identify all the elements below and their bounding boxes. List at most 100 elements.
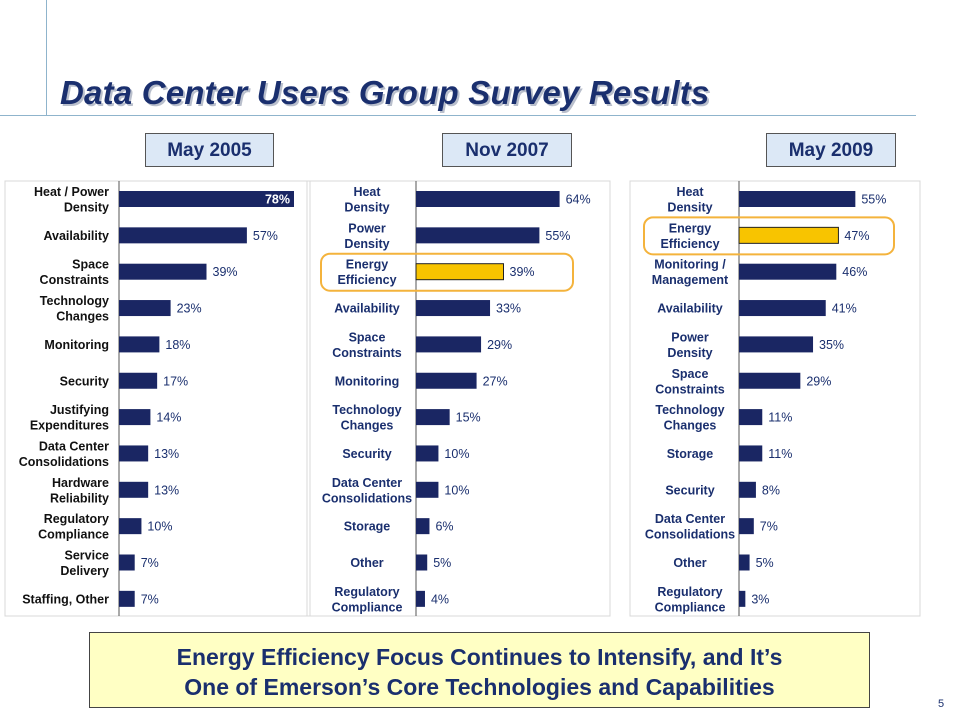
- bar: [739, 336, 814, 353]
- bar: [119, 518, 142, 535]
- value-label: 10%: [444, 483, 469, 497]
- category-label: Power Density: [667, 330, 712, 360]
- bar: [119, 263, 207, 280]
- bar: [416, 409, 450, 426]
- category-label: Regulatory Compliance: [332, 585, 403, 615]
- category-label: Technology Changes: [655, 403, 724, 433]
- value-label: 39%: [510, 265, 535, 279]
- value-label: 10%: [147, 520, 172, 534]
- value-label: 5%: [433, 556, 451, 570]
- category-label: Space Constraints: [40, 258, 110, 288]
- bar: [416, 227, 540, 244]
- category-label: Data Center Consolidations: [19, 439, 109, 469]
- bar: [739, 445, 763, 462]
- value-label: 10%: [444, 447, 469, 461]
- bar: [119, 336, 160, 353]
- value-label: 7%: [141, 556, 159, 570]
- category-label: Other: [673, 556, 706, 570]
- category-label: Security: [60, 374, 109, 388]
- value-label: 33%: [496, 302, 521, 316]
- value-label: 27%: [483, 374, 508, 388]
- bar: [119, 554, 135, 571]
- value-label: 18%: [165, 338, 190, 352]
- category-label: Justifying Expenditures: [30, 403, 109, 433]
- bar: [416, 590, 425, 607]
- highlight-outline: [643, 216, 895, 256]
- category-label: Monitoring: [335, 374, 400, 388]
- category-label: Hardware Reliability: [50, 476, 109, 506]
- period-label-may-2009: May 2009: [766, 133, 896, 167]
- value-label: 23%: [177, 302, 202, 316]
- category-label: Security: [342, 447, 391, 461]
- category-label: Storage: [667, 447, 714, 461]
- period-label-nov-2007: Nov 2007: [442, 133, 572, 167]
- value-label: 29%: [487, 338, 512, 352]
- category-label: Energy Efficiency: [337, 258, 396, 288]
- bar: [119, 372, 158, 389]
- category-label: Data Center Consolidations: [645, 512, 735, 542]
- category-label: Security: [665, 483, 714, 497]
- value-label: 55%: [861, 193, 886, 207]
- category-label: Data Center Consolidations: [322, 476, 412, 506]
- bar: [416, 191, 560, 207]
- bar: [416, 445, 439, 462]
- page-title: Data Center Users Group Survey Results: [60, 74, 710, 111]
- value-label: 7%: [760, 520, 778, 534]
- bar: [416, 518, 430, 535]
- value-label: 15%: [456, 411, 481, 425]
- bar: [119, 481, 149, 498]
- bar: [739, 518, 754, 535]
- bar: [416, 336, 482, 353]
- category-label: Power Density: [344, 221, 389, 251]
- chart-frame: [629, 180, 921, 617]
- category-label: Heat Density: [344, 185, 389, 215]
- bar: [119, 300, 171, 317]
- value-label: 13%: [154, 447, 179, 461]
- bar: [416, 300, 491, 317]
- bar: [415, 263, 504, 281]
- value-label: 5%: [756, 556, 774, 570]
- value-label: 39%: [213, 265, 238, 279]
- bar: [739, 263, 837, 280]
- header-vertical-rule: [46, 0, 47, 115]
- value-label: 6%: [435, 520, 453, 534]
- bar: [119, 409, 151, 426]
- footer-line-2: One of Emerson’s Core Technologies and C…: [184, 674, 775, 700]
- category-label: Technology Changes: [332, 403, 401, 433]
- bar: [416, 481, 439, 498]
- value-label: 17%: [163, 374, 188, 388]
- category-label: Regulatory Compliance: [38, 512, 109, 542]
- footer-line-1: Energy Efficiency Focus Continues to Int…: [176, 644, 783, 670]
- category-label: Availability: [43, 229, 109, 243]
- chart-frame: [306, 180, 611, 617]
- value-label: 55%: [545, 229, 570, 243]
- value-label: 7%: [141, 592, 159, 606]
- value-label: 64%: [566, 193, 591, 207]
- bar: [739, 554, 750, 571]
- category-label: Other: [350, 556, 383, 570]
- value-label: 8%: [762, 483, 780, 497]
- category-label: Service Delivery: [60, 549, 109, 579]
- value-label: 57%: [253, 229, 278, 243]
- bar: [739, 409, 763, 426]
- category-label: Staffing, Other: [22, 592, 109, 606]
- bar: [119, 191, 294, 207]
- category-label: Heat Density: [667, 185, 712, 215]
- bar: [119, 590, 135, 607]
- period-label-may-2005: May 2005: [145, 133, 274, 167]
- category-label: Regulatory Compliance: [655, 585, 726, 615]
- bar: [739, 481, 756, 498]
- category-label: Monitoring: [44, 338, 109, 352]
- bar: [416, 372, 477, 389]
- value-label: 13%: [154, 483, 179, 497]
- bar: [739, 372, 801, 389]
- value-label: 35%: [819, 338, 844, 352]
- value-label: 78%: [265, 193, 290, 207]
- value-label: 46%: [842, 265, 867, 279]
- bar: [739, 300, 826, 317]
- bar: [119, 445, 149, 462]
- category-label: Energy Efficiency: [660, 221, 719, 251]
- category-label: Technology Changes: [40, 294, 109, 324]
- chart-frame: [4, 180, 311, 617]
